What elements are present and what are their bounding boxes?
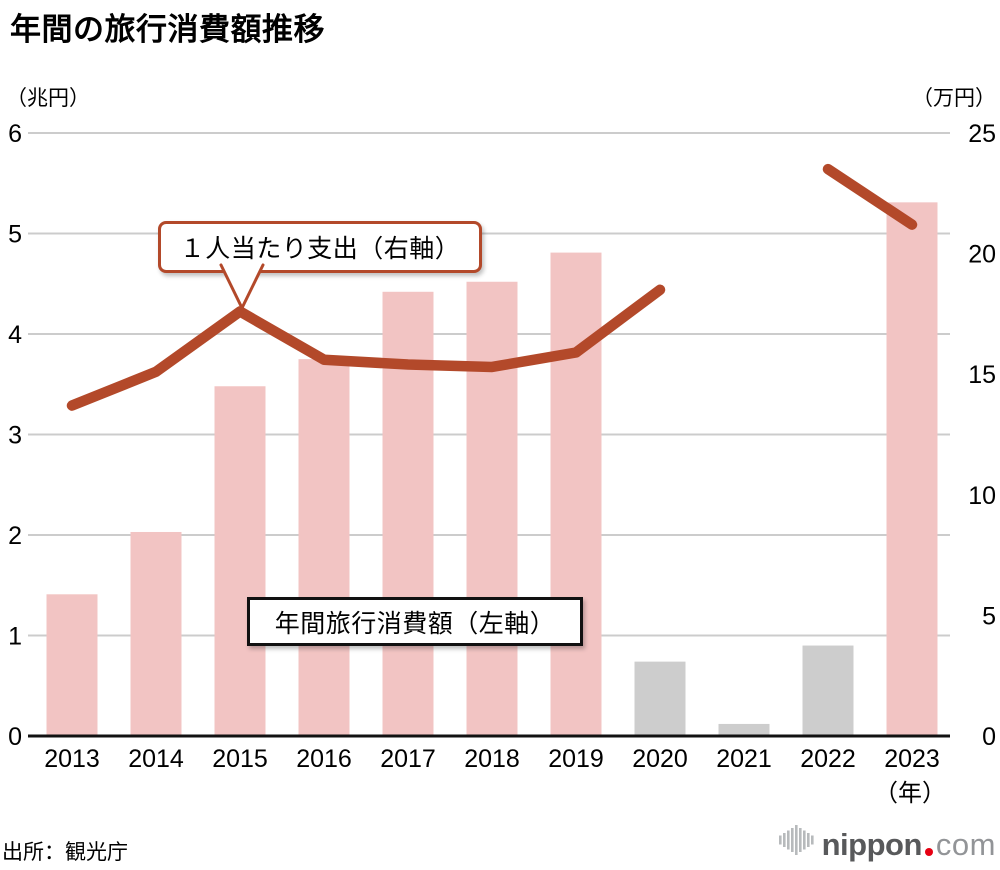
bar-2023 [886,202,938,737]
bar-2022 [802,645,854,736]
line-series-callout: １人当たり支出（右軸） [158,221,482,273]
left-axis-tick-label: 5 [8,221,22,249]
source-note: 出所：観光庁 [2,841,128,864]
x-axis-year-label: 2014 [128,745,184,773]
x-axis-year-label: 2023 [884,745,940,773]
logo-tld-text: com [935,827,996,862]
x-axis-year-label: 2020 [632,745,688,773]
bar-2021 [718,723,770,736]
x-axis-year-label: 2015 [212,745,268,773]
right-axis-tick-label: 5 [982,602,996,630]
right-axis-tick-label: 15 [968,361,996,389]
line-series-segment [66,284,666,411]
x-axis-unit-label: （年） [874,780,946,807]
bar-2018 [466,281,518,736]
x-axis-year-label: 2017 [380,745,436,773]
right-axis-tick-label: 25 [968,120,996,148]
bar-2020 [634,661,686,736]
x-axis-year-label: 2021 [716,745,772,773]
right-axis-tick-label: 20 [968,241,996,269]
bar-2015 [214,386,266,736]
left-axis-tick-label: 6 [8,120,22,148]
x-axis-year-label: 2019 [548,745,604,773]
bar-2016 [298,359,350,736]
x-axis-year-label: 2018 [464,745,520,773]
callout-tail-pointer-icon [219,263,265,312]
line-series-callout-label: １人当たり支出（右軸） [179,235,461,263]
x-axis-year-label: 2013 [44,745,100,773]
left-axis-tick-label: 2 [8,522,22,550]
bar-2019 [550,252,602,736]
nippon-logo: nippon com [778,824,996,862]
left-axis-tick-label: 3 [8,422,22,450]
bar-2013 [46,594,98,736]
logo-soundwave-icon [778,825,814,855]
left-axis-tick-label: 0 [8,723,22,751]
right-axis-unit-label: （万円） [912,87,996,110]
logo-brand-text: nippon [821,827,923,862]
right-axis-tick-label: 10 [968,482,996,510]
right-axis-tick-label: 0 [982,723,996,751]
logo-red-dot-icon [924,848,933,856]
left-axis-tick-label: 1 [8,623,22,651]
callout-tail-shape [219,263,265,312]
line-series-segment [822,163,918,230]
bar-series-label-box: 年間旅行消費額（左軸） [247,597,583,646]
left-axis-unit-label: （兆円） [6,87,90,110]
chart-title: 年間の旅行消費額推移 [10,12,325,47]
left-axis-tick-label: 4 [8,321,22,349]
bar-2014 [130,531,182,736]
bar-series-label: 年間旅行消費額（左軸） [274,609,556,638]
x-axis-year-label: 2016 [296,745,352,773]
x-axis-year-label: 2022 [800,745,856,773]
